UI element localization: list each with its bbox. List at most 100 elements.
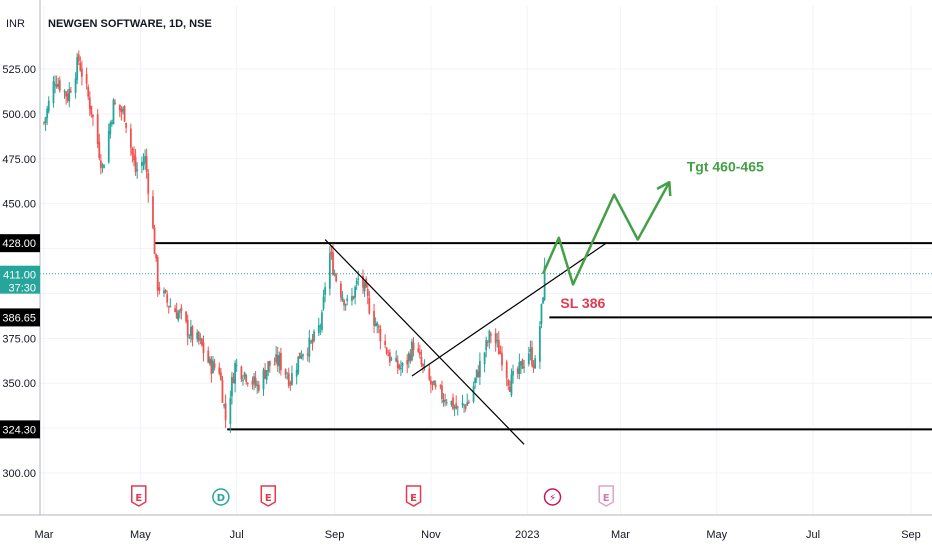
candle <box>251 376 254 390</box>
candle-body <box>319 326 322 328</box>
candle-body <box>180 307 183 312</box>
candle <box>208 356 211 366</box>
candle-body <box>368 298 371 314</box>
candle-body <box>313 331 315 341</box>
candle <box>287 367 290 389</box>
candle-body <box>387 355 390 357</box>
price-badge-value: 386.65 <box>2 312 36 324</box>
candle-body <box>87 87 90 97</box>
trendline <box>411 242 607 377</box>
candle-body <box>538 326 541 362</box>
event-marker-earnings[interactable]: E <box>260 485 277 507</box>
event-marker-label: E <box>265 493 272 504</box>
time-axis[interactable]: Mar May Jul Sep Nov 2023 Mar May Jul Sep <box>0 514 932 541</box>
candle <box>218 362 221 376</box>
candle <box>81 60 83 86</box>
candle-body <box>112 99 115 125</box>
candle <box>418 344 421 359</box>
candle-body <box>256 384 259 387</box>
candle-body <box>298 352 301 359</box>
price-badge-level[interactable]: 386.65 <box>0 308 40 327</box>
candle-body <box>254 377 257 386</box>
candle <box>201 337 203 347</box>
price-badge-level[interactable]: 428.00 <box>0 234 40 253</box>
event-marker-shape <box>260 485 277 507</box>
candle-body <box>219 372 222 380</box>
candle-body <box>379 328 382 342</box>
candle-body <box>208 358 211 364</box>
candle <box>332 243 334 276</box>
candle <box>309 339 312 345</box>
candle-body <box>284 369 287 375</box>
candle <box>58 76 61 93</box>
horizontal-levels <box>40 242 932 431</box>
candle <box>123 105 126 123</box>
candle <box>246 382 249 387</box>
candle <box>354 285 357 305</box>
candle <box>131 147 134 163</box>
price-axis[interactable]: 525.00 500.00 475.00 450.00 375.00 350.00 300.… <box>0 0 41 515</box>
candle <box>112 98 115 125</box>
event-markers[interactable]: E D E E ⚡ E <box>131 485 614 507</box>
candle <box>262 367 265 396</box>
candle <box>63 89 66 99</box>
candle <box>235 358 238 372</box>
candle-body <box>229 398 232 424</box>
candle-body <box>516 368 519 374</box>
x-tick-label: Mar <box>35 529 54 541</box>
event-marker-split[interactable]: ⚡ <box>543 488 562 506</box>
projection-arrowhead <box>656 180 672 197</box>
candle <box>352 295 355 300</box>
candle <box>120 105 123 121</box>
candle <box>395 350 398 363</box>
candle <box>466 393 469 406</box>
event-marker-earnings[interactable]: E <box>131 485 147 507</box>
candle <box>322 289 325 311</box>
candle-body <box>344 304 347 306</box>
candle-body <box>518 362 521 375</box>
symbol-title: NEWGEN SOFTWARE, 1D, NSE <box>48 18 212 30</box>
candle-body <box>450 400 453 405</box>
candle <box>136 162 139 179</box>
candle-body <box>279 352 282 371</box>
candle-body <box>88 97 91 110</box>
candle-body <box>46 108 49 119</box>
candle <box>396 355 399 375</box>
candle <box>450 400 453 407</box>
candle <box>523 360 525 374</box>
price-badge-countdown: 37:30 <box>8 283 36 295</box>
candle-body <box>373 311 375 326</box>
candle <box>298 352 301 359</box>
candle-body <box>123 105 126 122</box>
x-tick-label: May <box>706 529 727 541</box>
candle <box>175 302 178 319</box>
candle-body <box>120 108 123 113</box>
candle <box>133 146 135 167</box>
price-badge-bg <box>0 234 40 253</box>
candle <box>374 317 377 327</box>
event-marker-dividend[interactable]: D <box>212 488 230 506</box>
candle-body <box>178 310 181 313</box>
candle <box>221 375 224 404</box>
price-badge-level[interactable]: 324.30 <box>0 420 40 439</box>
candle-body <box>118 104 121 111</box>
candle <box>431 381 434 391</box>
candle-body <box>464 405 467 409</box>
candle <box>191 325 194 347</box>
event-marker-earnings[interactable]: E <box>405 485 422 507</box>
candle <box>134 148 137 176</box>
event-marker-earnings-future[interactable]: E <box>598 485 614 507</box>
candle-body <box>196 332 199 340</box>
event-marker-label: E <box>135 493 142 504</box>
candle <box>141 156 143 174</box>
candle-body <box>409 354 412 361</box>
candle-body <box>505 361 508 379</box>
candle <box>180 304 183 320</box>
candle <box>275 345 278 365</box>
candle-body <box>467 401 470 403</box>
candles <box>43 50 546 433</box>
candle-body <box>207 350 210 363</box>
candle-body <box>129 128 132 148</box>
